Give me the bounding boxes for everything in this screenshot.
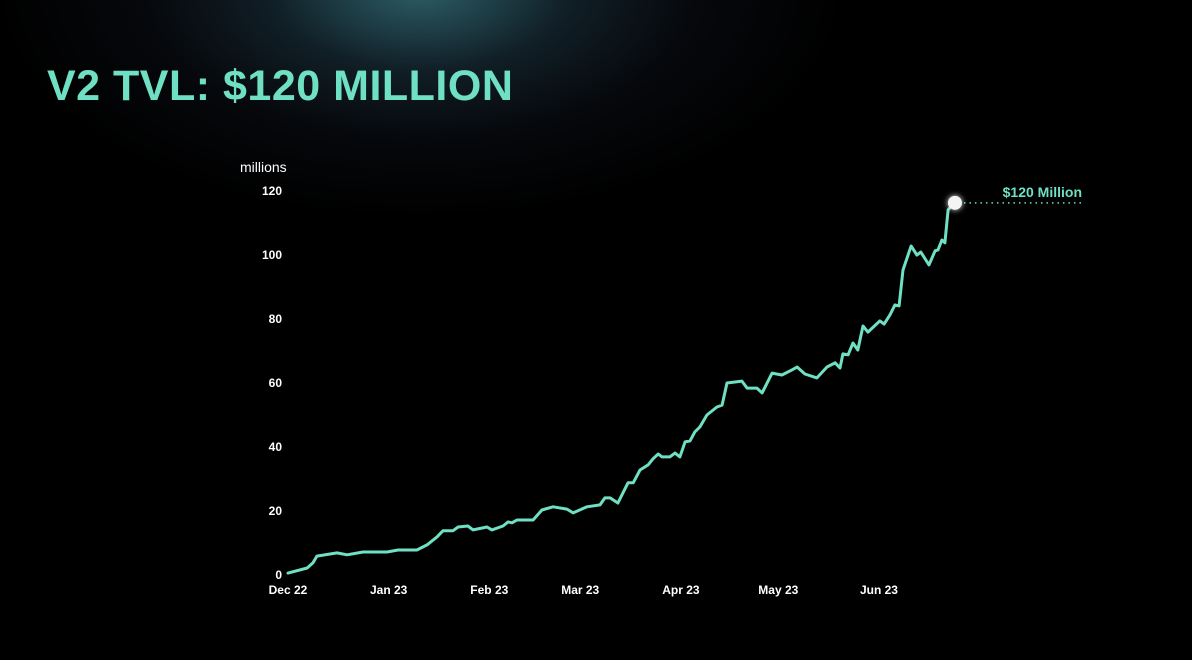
x-tick-label: Dec 22 [269, 583, 308, 597]
y-tick-label: 120 [262, 184, 282, 198]
tvl-series-line [286, 201, 956, 575]
latest-value-marker [947, 195, 962, 210]
y-tick-label: 20 [269, 504, 283, 518]
x-tick-label: Jan 23 [370, 583, 408, 597]
y-tick-label: 40 [269, 440, 283, 454]
x-tick-label: Jun 23 [860, 583, 898, 597]
y-axis-label: millions [240, 159, 287, 175]
x-tick-label: Apr 23 [662, 583, 700, 597]
annotation-label: $120 Million [1003, 184, 1082, 200]
y-tick-label: 80 [269, 312, 283, 326]
x-tick-label: May 23 [758, 583, 798, 597]
y-tick-label: 100 [262, 248, 282, 262]
x-tick-label: Feb 23 [470, 583, 508, 597]
y-tick-label: 60 [269, 376, 283, 390]
page-title: V2 TVL: $120 MILLION [47, 62, 514, 110]
y-tick-label: 0 [275, 568, 282, 582]
x-tick-label: Mar 23 [561, 583, 599, 597]
